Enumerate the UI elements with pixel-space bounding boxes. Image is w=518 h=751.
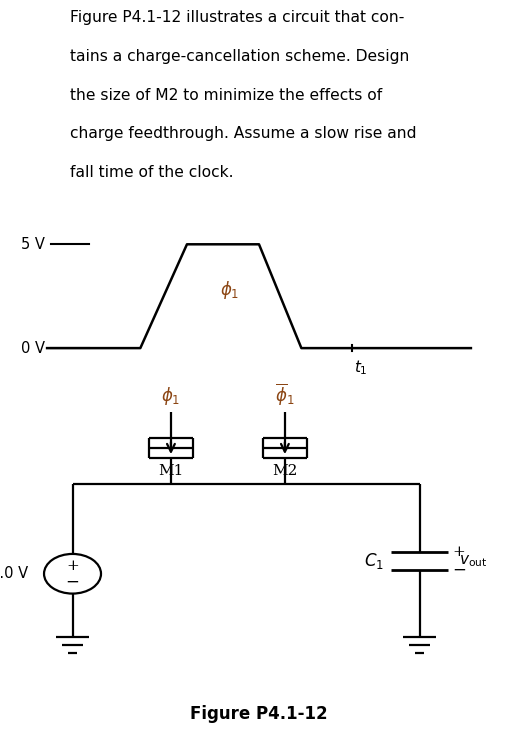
Text: +: +	[66, 559, 79, 573]
Text: $\phi_1$: $\phi_1$	[161, 385, 181, 407]
Text: $\overline{\phi}_1$: $\overline{\phi}_1$	[275, 382, 295, 407]
Text: charge feedthrough. Assume a slow rise and: charge feedthrough. Assume a slow rise a…	[70, 126, 416, 141]
Text: tains a charge-cancellation scheme. Design: tains a charge-cancellation scheme. Desi…	[70, 49, 409, 64]
Text: Figure P4.1-12: Figure P4.1-12	[190, 705, 328, 723]
Text: −: −	[452, 562, 466, 579]
Text: 5 V: 5 V	[21, 237, 45, 252]
Text: 0 V: 0 V	[21, 341, 45, 356]
Text: 2.0 V: 2.0 V	[0, 566, 28, 581]
Text: M2: M2	[272, 464, 297, 478]
Text: the size of M2 to minimize the effects of: the size of M2 to minimize the effects o…	[70, 88, 382, 103]
Text: $v_{\rm out}$: $v_{\rm out}$	[459, 553, 488, 569]
Text: $\phi_1$: $\phi_1$	[220, 279, 239, 301]
Text: M1: M1	[159, 464, 183, 478]
Text: $t_1$: $t_1$	[354, 358, 368, 377]
Text: Figure P4.1-12 illustrates a circuit that con-: Figure P4.1-12 illustrates a circuit tha…	[70, 10, 405, 25]
Text: $C_1$: $C_1$	[364, 551, 384, 572]
Text: −: −	[66, 573, 79, 590]
Text: +: +	[452, 545, 465, 559]
Text: fall time of the clock.: fall time of the clock.	[70, 165, 234, 180]
